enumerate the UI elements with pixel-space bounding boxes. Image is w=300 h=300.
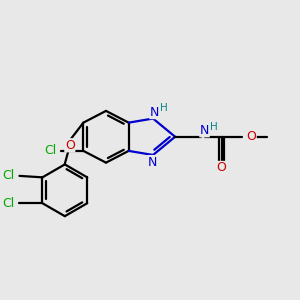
- Text: H: H: [210, 122, 218, 132]
- Text: N: N: [150, 106, 159, 118]
- Text: Cl: Cl: [44, 144, 56, 157]
- Text: N: N: [148, 156, 157, 169]
- Text: Cl: Cl: [2, 197, 14, 210]
- Text: O: O: [216, 161, 226, 174]
- Text: H: H: [160, 103, 168, 113]
- Text: O: O: [65, 139, 75, 152]
- Text: O: O: [246, 130, 256, 143]
- Text: Cl: Cl: [2, 169, 14, 182]
- Text: N: N: [200, 124, 209, 137]
